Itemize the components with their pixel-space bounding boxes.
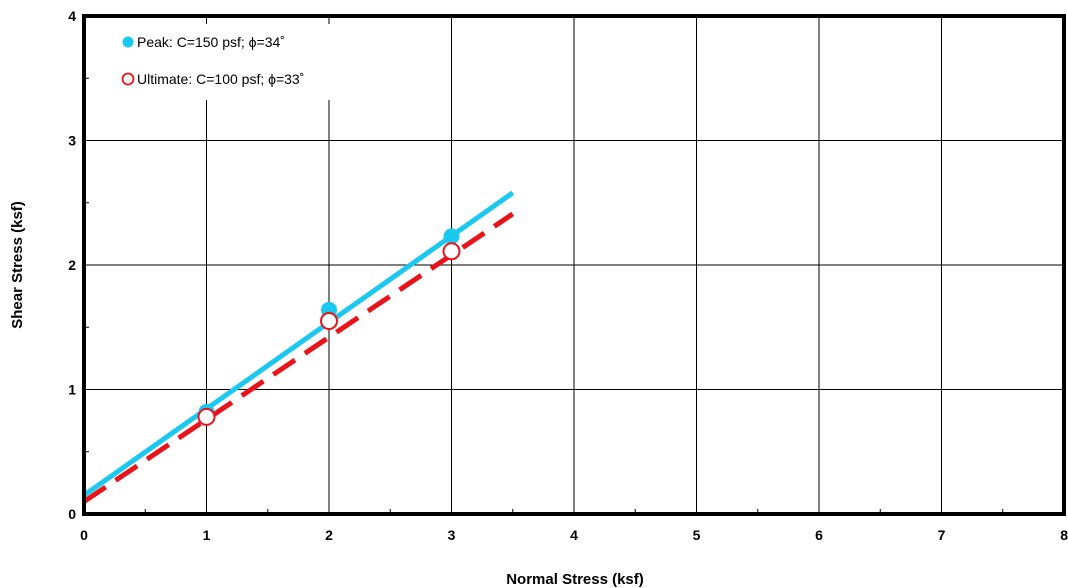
x-axis-tick-labels: 0 1 2 3 4 5 6 7 8	[80, 527, 1068, 543]
y-axis-tick-labels: 0 1 2 3 4	[68, 8, 76, 522]
y-tick-label: 3	[68, 133, 76, 149]
legend-marker-peak	[122, 36, 134, 48]
plot-area-border	[82, 14, 1066, 516]
x-tick-label: 5	[693, 527, 701, 543]
x-tick-label: 6	[815, 527, 823, 543]
x-tick-label: 2	[325, 527, 333, 543]
x-tick-label: 0	[80, 527, 88, 543]
peak-fit-line	[82, 190, 515, 498]
data-points	[197, 228, 461, 426]
x-tick-label: 8	[1060, 527, 1068, 543]
x-tick-label: 7	[938, 527, 946, 543]
ultimate-fit-line	[82, 211, 515, 504]
x-tick-label: 3	[448, 527, 456, 543]
peak-data-point	[443, 228, 460, 245]
y-tick-label: 2	[68, 257, 76, 273]
x-tick-label: 4	[570, 527, 578, 543]
x-tick-label: 1	[203, 527, 211, 543]
ultimate-data-point	[442, 242, 461, 261]
legend-marker-ultimate	[121, 72, 135, 86]
legend-label-ultimate: Ultimate: C=100 psf; ϕ=33˚	[137, 71, 304, 87]
y-axis-title: Shear Stress (ksf)	[9, 201, 26, 329]
ultimate-data-point	[197, 407, 216, 426]
y-tick-label: 4	[68, 8, 76, 24]
legend-label-peak: Peak: C=150 psf; ϕ=34˚	[137, 34, 285, 50]
legend-background	[100, 24, 400, 100]
fit-lines	[82, 190, 515, 504]
x-axis-title: Normal Stress (ksf)	[506, 571, 644, 588]
ultimate-data-point	[320, 312, 338, 331]
y-tick-label: 1	[68, 382, 76, 398]
y-tick-label: 0	[68, 506, 76, 522]
legend: Peak: C=150 psf; ϕ=34˚ Ultimate: C=100 p…	[100, 24, 400, 100]
